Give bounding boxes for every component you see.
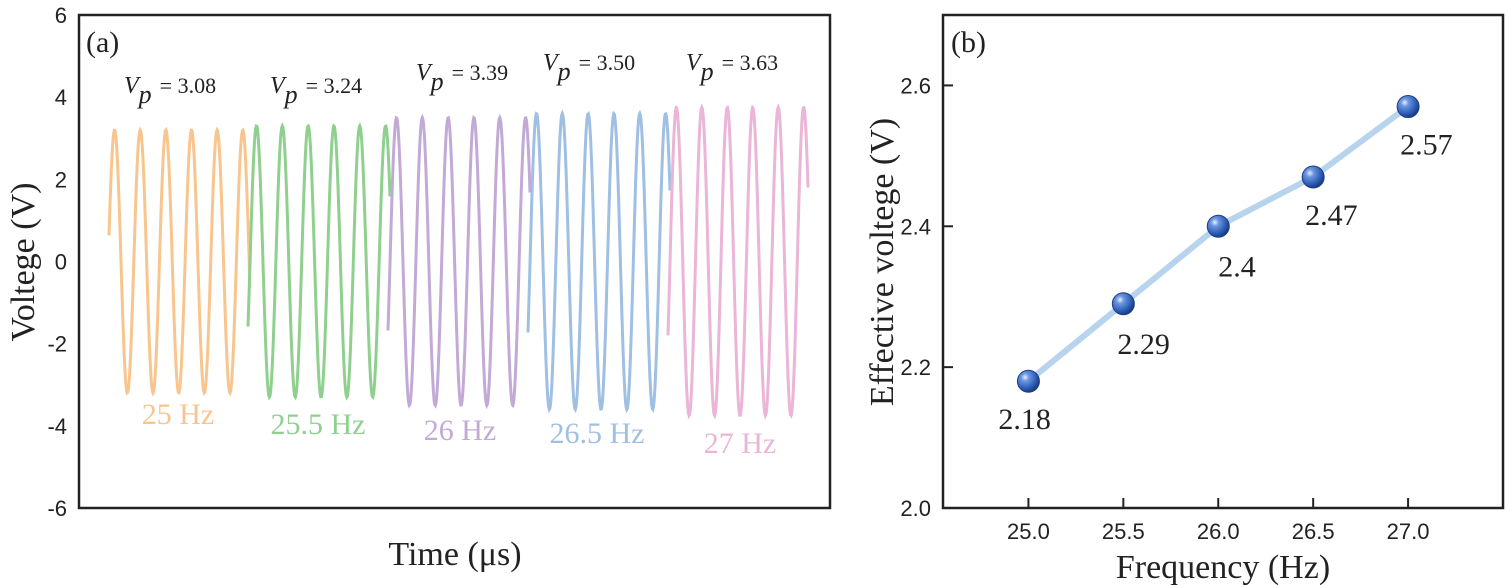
panel-b-series: 2.18 2.29 2.4 2.47 2.57 [998,95,1453,436]
data-point [1396,95,1420,119]
panel-a-y-tick-label: 2 [55,167,67,192]
panel-b-effective-voltage: (b) 2.0 2.2 2.4 2.6 25.0 25.5 26.0 26.5 27.0 2.… [864,13,1505,585]
panel-b-label: (b) [951,26,986,59]
vp-annotation: Vp = 3.63 [686,50,778,86]
panel-a-voltage-waveforms: (a) 6 4 2 0 -2 -4 -6 Vp = 3.08 25 Hz Vp = 3.24 25.5… [5,3,832,573]
data-label: 2.47 [1305,199,1358,232]
waveform-27-hz [666,103,810,420]
panel-b-y-tick-label: 2.2 [900,355,931,380]
panel-a-y-tick-label: 0 [55,250,67,275]
waveform-26-hz [386,113,532,410]
frequency-label: 26 Hz [424,414,496,447]
vp-annotation: Vp = 3.39 [416,60,508,96]
panel-b-x-tick-label: 26.5 [1292,519,1335,544]
panel-b-y-tick-label: 2.4 [900,214,931,239]
data-point [1111,292,1135,316]
panel-a-y-tick-label: -4 [47,414,67,439]
frequency-label: 27 Hz [704,427,776,460]
panel-b-x-tick-label: 25.5 [1102,519,1145,544]
vp-annotation: Vp = 3.24 [270,73,362,109]
panel-b-x-tick-label: 27.0 [1387,519,1430,544]
panel-b-y-tick-label: 2.0 [900,496,931,521]
panel-b-x-axis-title: Frequency (Hz) [1116,549,1330,585]
panel-a-y-tick-label: 4 [55,85,67,110]
panel-a-y-tick-label: 6 [55,3,67,28]
frequency-label: 25 Hz [142,398,214,431]
panel-a-y-tick-label: -6 [47,496,67,521]
panel-a-x-axis-title: Time (μs) [388,536,521,573]
data-label: 2.4 [1218,250,1256,283]
data-label: 2.18 [998,403,1051,436]
panel-a-y-axis-title: Voltege (V) [5,183,42,342]
panel-a-y-tick-label: -2 [47,332,67,357]
frequency-label: 26.5 Hz [550,417,645,450]
panel-a-waveforms [107,103,810,420]
panel-a-y-ticks: 6 4 2 0 -2 -4 -6 [47,3,67,521]
data-label: 2.57 [1400,129,1453,162]
vp-annotation: Vp = 3.08 [124,73,216,109]
waveform-25-hz [107,126,252,397]
data-label: 2.29 [1117,328,1170,361]
panel-b-y-axis-title: Effective voltege (V) [864,118,901,406]
panel-a-label: (a) [86,26,119,59]
waveform-26-5-hz [526,109,672,414]
panel-b-x-ticks: 25.0 25.5 26.0 26.5 27.0 [1007,498,1429,544]
vp-annotation: Vp = 3.50 [543,50,635,86]
panel-b-y-tick-label: 2.6 [900,73,931,98]
waveform-25-5-hz [246,122,392,401]
panel-b-x-tick-label: 26.0 [1197,519,1240,544]
panel-a-frame [77,13,832,510]
data-point [1016,369,1040,393]
data-point [1206,214,1230,238]
frequency-label: 25.5 Hz [271,408,366,441]
panel-b-frame [941,13,1505,510]
panel-a-annotations: Vp = 3.08 25 Hz Vp = 3.24 25.5 Hz Vp = 3.39 26 H… [124,50,778,460]
data-point [1301,165,1325,189]
panel-b-x-tick-label: 25.0 [1007,519,1050,544]
panel-b-y-ticks: 2.0 2.2 2.4 2.6 [900,73,953,521]
effective-voltage-line [1025,103,1412,385]
